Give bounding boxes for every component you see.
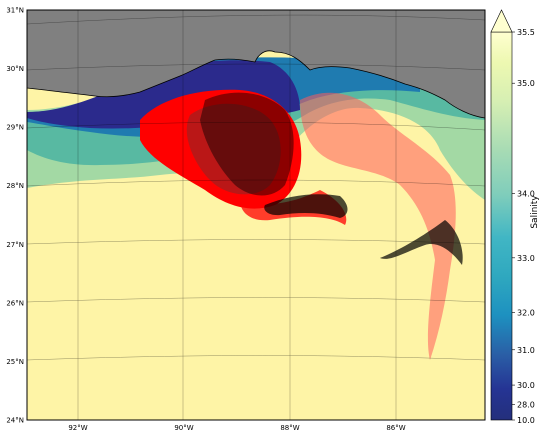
colorbar-tick-label: 34.0 xyxy=(517,189,535,198)
observation-markers xyxy=(200,92,463,265)
lat-tick-label: 29°N xyxy=(6,124,24,132)
colorbar-label: Salinity xyxy=(530,195,540,229)
colorbar: 10.0 28.0 30.0 31.0 32.0 33.0 34.0 35.0 35.5 Sal… xyxy=(490,9,540,425)
map-gridlines xyxy=(26,10,486,420)
longitude-tick-labels: 92°W 90°W 88°W 86°W xyxy=(68,424,405,432)
colorbar-tick-label: 10.0 xyxy=(517,416,535,425)
lat-tick-label: 26°N xyxy=(6,299,24,307)
colorbar-tick-label: 28.0 xyxy=(517,400,535,409)
latitude-tick-labels: 31°N 30°N 29°N 28°N 27°N 26°N 25°N 24°N xyxy=(6,7,24,425)
lon-tick-label: 86°W xyxy=(386,424,405,432)
lon-tick-label: 88°W xyxy=(280,424,299,432)
map-area: 92°W 90°W 88°W 86°W 31°N 30°N 29°N 28°N 27°N 26°… xyxy=(6,7,486,432)
particle-shadow xyxy=(186,103,281,195)
lat-tick-label: 30°N xyxy=(6,65,24,73)
lon-tick-label: 90°W xyxy=(174,424,193,432)
observation-track-south xyxy=(264,194,348,218)
observation-cluster-main xyxy=(200,92,294,196)
observation-track-east xyxy=(380,220,463,265)
lat-tick-label: 31°N xyxy=(6,7,24,15)
lat-tick-label: 27°N xyxy=(6,241,24,249)
lat-tick-label: 25°N xyxy=(6,358,24,366)
land-mass xyxy=(27,10,485,119)
colorbar-tick-label: 31.0 xyxy=(517,346,535,355)
particle-plume-east xyxy=(300,92,456,361)
colorbar-ticks: 10.0 28.0 30.0 31.0 32.0 33.0 34.0 35.0 35.5 xyxy=(512,28,535,425)
map-frame xyxy=(26,9,486,421)
colorbar-extend-arrow xyxy=(490,9,513,33)
colorbar-tick-label: 35.0 xyxy=(517,79,535,88)
colorbar-tick-label: 32.0 xyxy=(517,309,535,318)
lon-tick-label: 92°W xyxy=(68,424,87,432)
colorbar-tick-label: 35.5 xyxy=(517,28,535,37)
colorbar-gradient xyxy=(490,31,513,421)
colorbar-tick-label: 33.0 xyxy=(517,254,535,263)
lat-tick-label: 28°N xyxy=(6,182,24,190)
lat-tick-label: 24°N xyxy=(6,417,24,425)
colorbar-tick-label: 30.0 xyxy=(517,381,535,390)
